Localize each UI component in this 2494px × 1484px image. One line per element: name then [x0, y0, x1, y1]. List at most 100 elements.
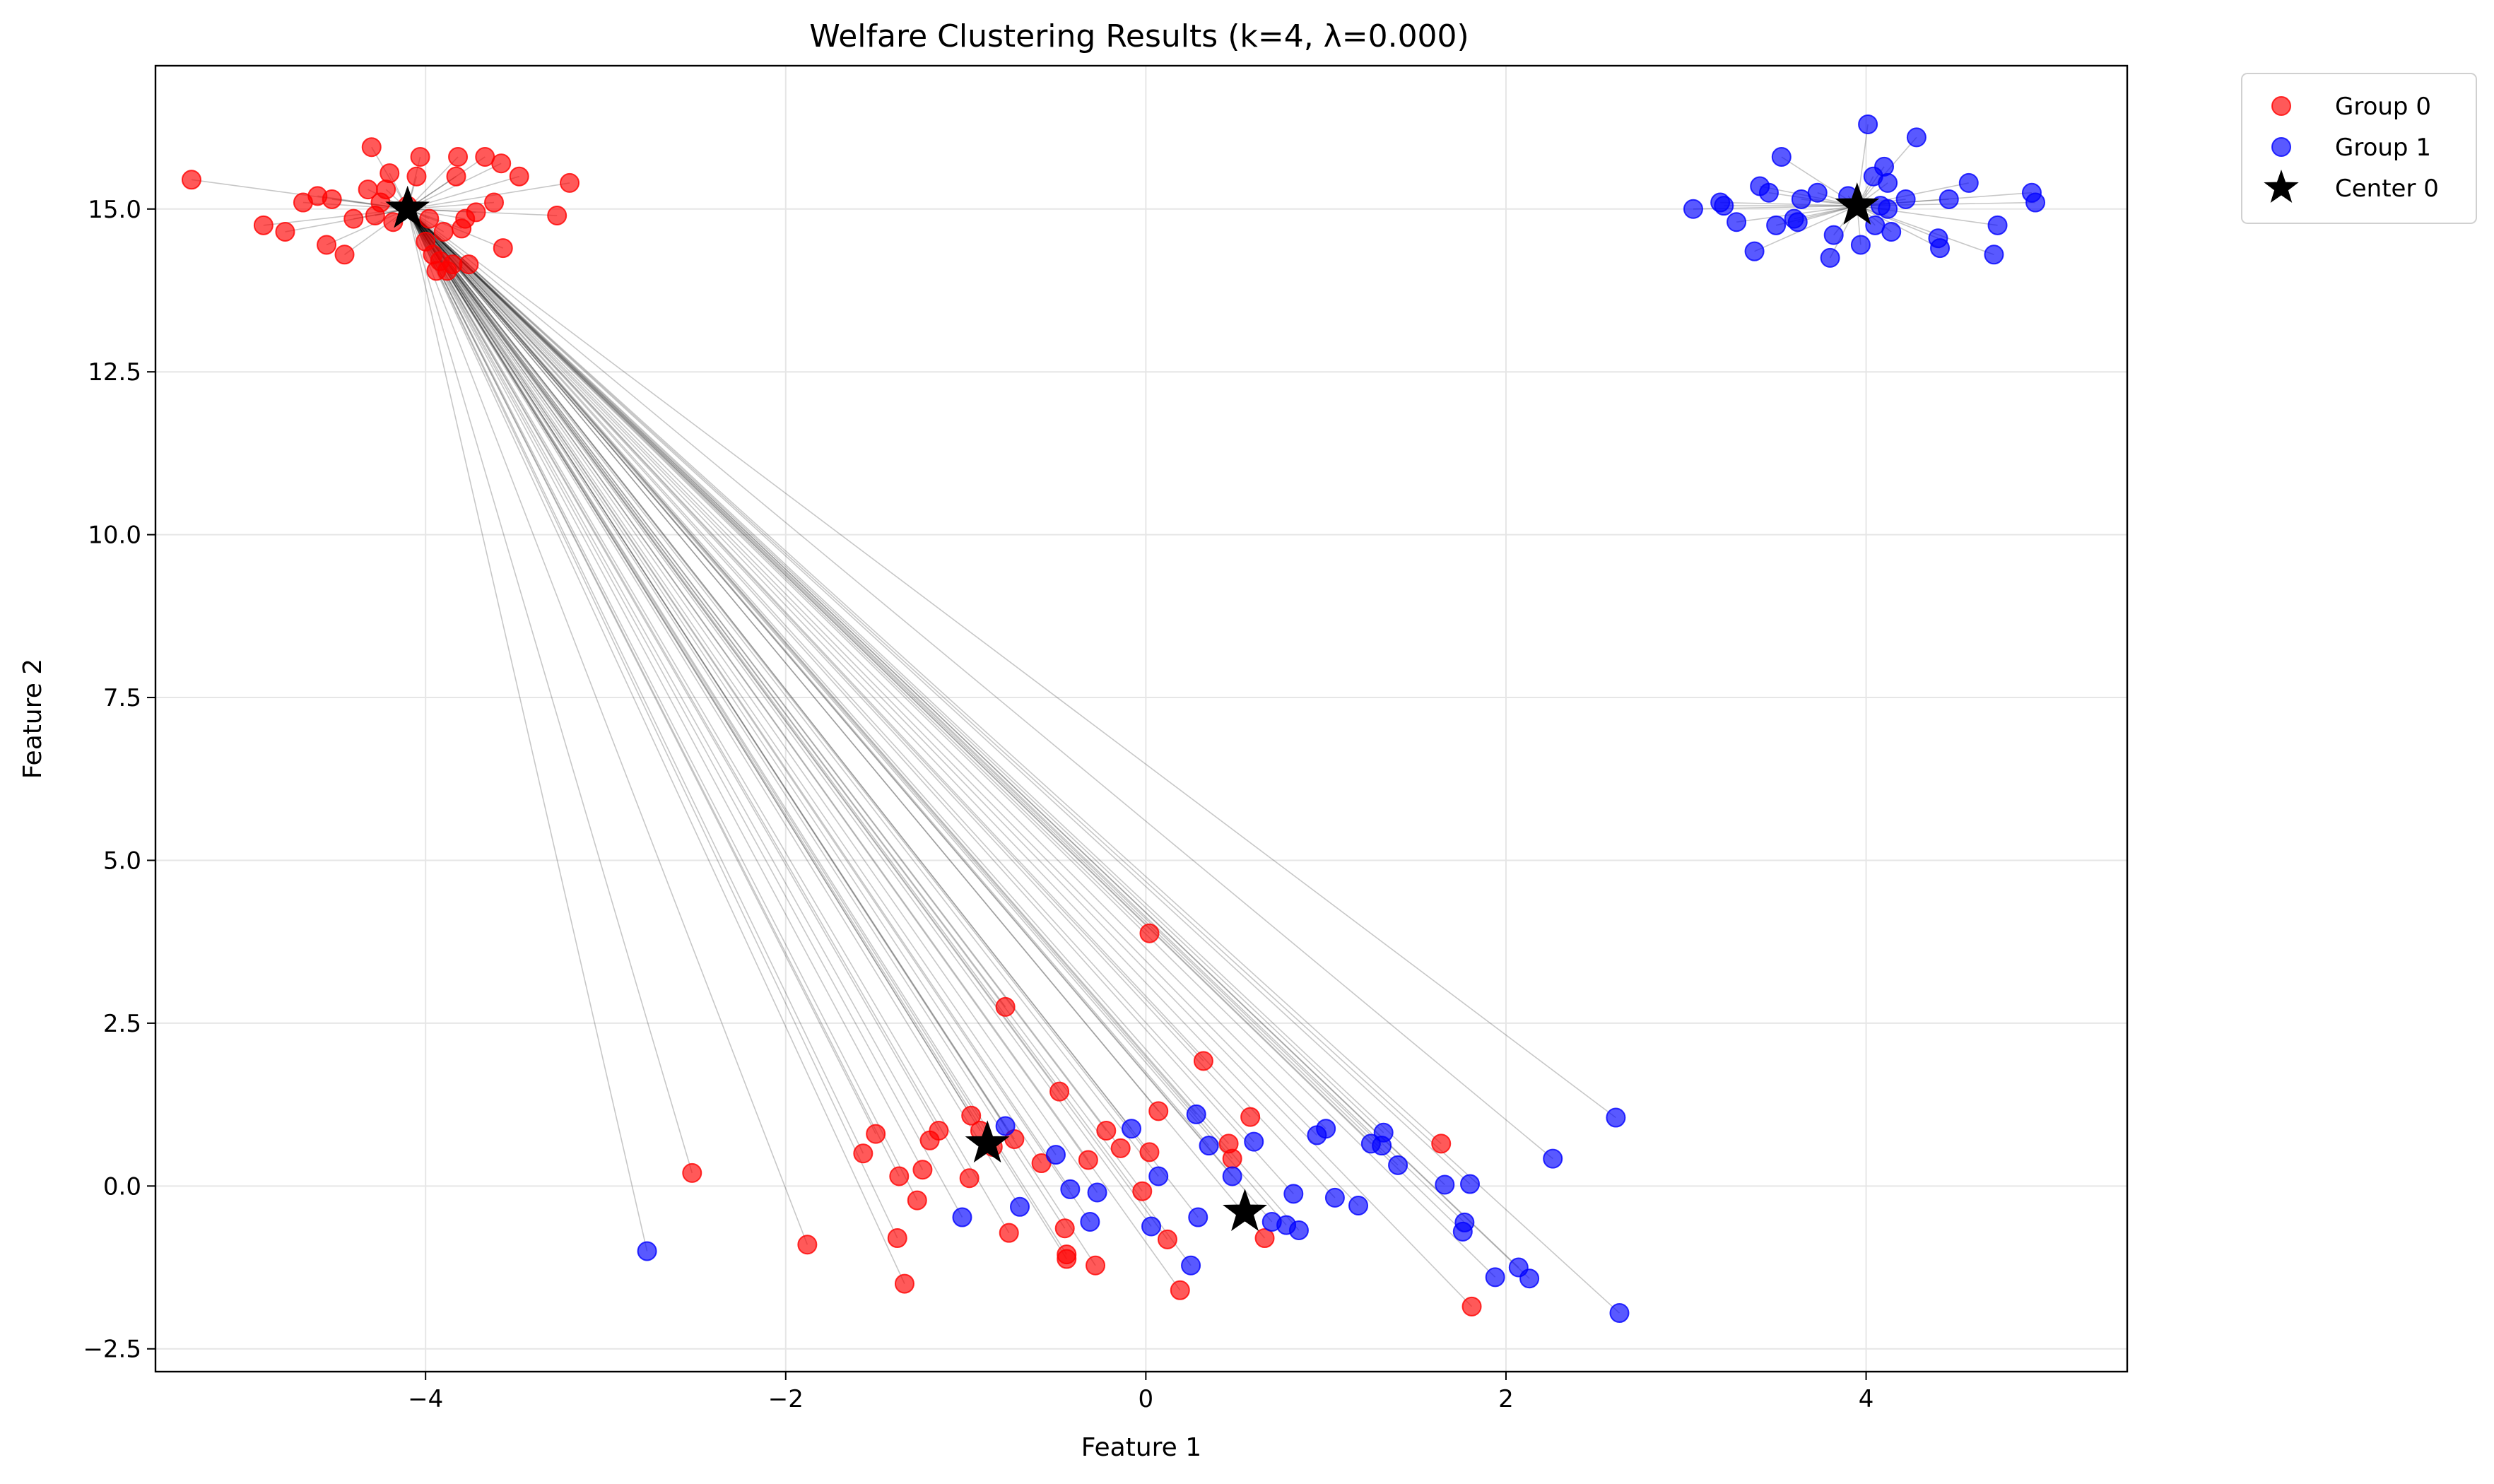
group-1-point [952, 1207, 972, 1227]
group-1-point [1222, 1166, 1242, 1186]
group-1-point [1606, 1107, 1626, 1128]
group-0-point [410, 147, 430, 167]
group-0-point [853, 1143, 874, 1164]
legend-marker-star [2264, 170, 2299, 203]
group-1-point [1895, 189, 1916, 209]
group-0-point [459, 254, 479, 275]
group-0-point [866, 1124, 886, 1144]
assignment-line [407, 208, 931, 1141]
group-1-point [1080, 1212, 1100, 1232]
group-0-point [376, 179, 396, 200]
x-axis-title: Feature 1 [1081, 1433, 1201, 1462]
assignment-line [407, 208, 1251, 1118]
assignment-line [407, 208, 1382, 1146]
assignment-line [406, 208, 864, 1154]
assignment-line [407, 208, 1233, 1177]
group-1-point [1823, 225, 1844, 245]
group-0-point [1254, 1228, 1275, 1249]
assignment-line [1857, 205, 1939, 239]
assignment-line [407, 208, 924, 1170]
assignment-line [406, 208, 900, 1177]
assignment-line [407, 208, 1159, 1112]
y-tick-label: −2.5 [83, 1336, 141, 1364]
assignment-line [407, 208, 1473, 1307]
group-0-point [466, 202, 486, 223]
assignment-line [407, 208, 970, 1179]
assignment-line [406, 208, 648, 1252]
group-1-point [1787, 212, 1808, 232]
group-0-point [907, 1190, 927, 1211]
y-tick-label: 7.5 [103, 684, 141, 712]
assignment-line [407, 208, 1266, 1239]
x-tick-label: 2 [1498, 1385, 1514, 1413]
legend-marker-circle [2271, 137, 2291, 157]
group-0-point [999, 1223, 1019, 1243]
group-1-point [1324, 1187, 1345, 1208]
assignment-line [407, 208, 1471, 1185]
assignment-line [407, 208, 1519, 1268]
assignment-line [407, 208, 1197, 1115]
assignment-line [407, 208, 1181, 1291]
group-1-point [1244, 1131, 1264, 1152]
cluster-centers [385, 182, 1880, 1231]
group-0-point [406, 166, 427, 187]
group-0-point [1240, 1107, 1261, 1127]
group-1-point [1878, 199, 1898, 219]
assignment-line [407, 163, 502, 210]
x-tick-label: −4 [408, 1385, 443, 1413]
assignment-line [407, 208, 1060, 1093]
group-1-point [1987, 215, 2008, 235]
group-1-point [1460, 1174, 1480, 1194]
y-tick-label: 0.0 [103, 1172, 141, 1201]
group-1-point [1188, 1207, 1208, 1227]
assignment-line [407, 208, 1159, 1177]
group-0-point [343, 208, 364, 229]
assignment-line [1720, 201, 1857, 206]
assignment-line [407, 208, 1006, 1008]
group-1-point [1388, 1155, 1408, 1175]
group-1-point [1141, 1216, 1162, 1237]
group-0-point [1031, 1153, 1052, 1174]
group-1-point [1858, 114, 1878, 134]
data-points [181, 114, 2046, 1324]
assignment-line [406, 208, 905, 1284]
assignment-line [1754, 205, 1858, 252]
assignment-line [407, 208, 1273, 1223]
group-1-point [1744, 241, 1765, 261]
assignment-line [407, 208, 1294, 1194]
group-1-point [1454, 1212, 1475, 1232]
group-0-point [682, 1162, 702, 1183]
group-0-point [1170, 1280, 1190, 1300]
group-0-point [1054, 1218, 1075, 1239]
assignment-line [407, 208, 1066, 1229]
group-0-point [560, 172, 580, 193]
x-tick-label: 4 [1859, 1385, 1874, 1413]
assignment-line [407, 208, 1143, 1192]
group-1-point [1714, 196, 1734, 216]
group-0-point [1461, 1296, 1482, 1317]
y-tick-label: 10.0 [88, 522, 141, 550]
assignment-line [407, 208, 1496, 1278]
assignment-line [407, 208, 1620, 1314]
group-1-point [1186, 1104, 1206, 1124]
group-0-point [361, 137, 382, 158]
y-tick-label: 12.5 [88, 358, 141, 387]
group-1-point [1060, 1179, 1081, 1199]
assignment-line [407, 208, 1132, 1129]
group-0-point [1057, 1249, 1077, 1269]
group-1-point [1939, 189, 1959, 209]
assignment-line [407, 208, 1464, 1232]
assignment-line [407, 208, 994, 1148]
group-0-point [547, 205, 567, 225]
assignment-line [407, 208, 1445, 1186]
assignment-line [407, 208, 1122, 1149]
assignment-lines [191, 124, 2036, 1314]
assignment-line [406, 208, 693, 1174]
group-0-point [1132, 1181, 1153, 1201]
assignment-line [407, 208, 1442, 1144]
assignment-line [407, 208, 1016, 1140]
assignment-line [407, 208, 1152, 1227]
assignment-line [407, 208, 963, 1218]
assignment-line [407, 208, 1372, 1144]
group-1-point [1283, 1184, 1304, 1204]
